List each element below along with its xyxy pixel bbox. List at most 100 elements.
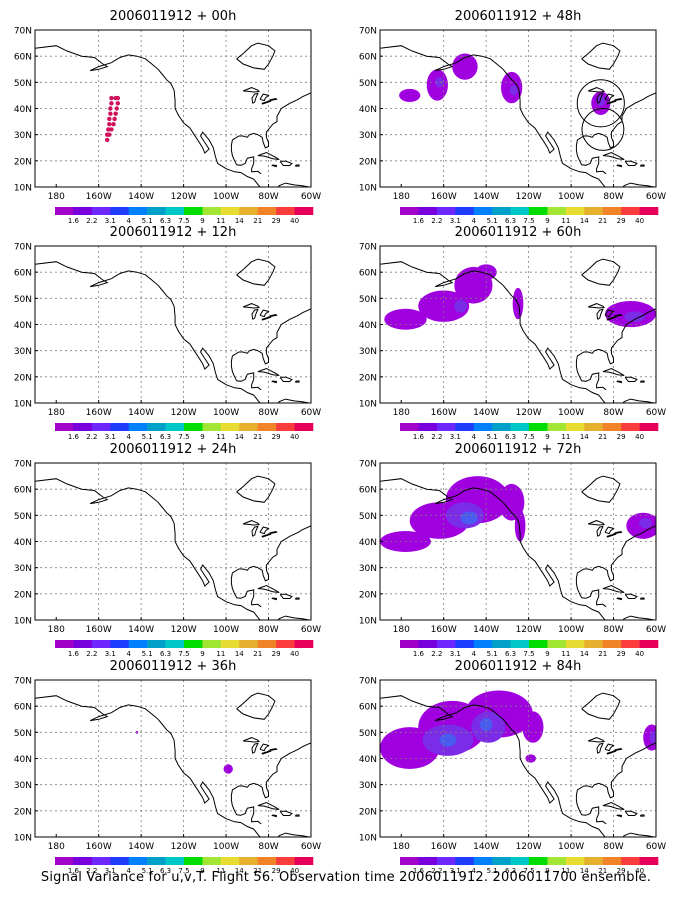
colorbar-swatch (239, 857, 259, 865)
colorbar-label: 11 (561, 867, 570, 875)
y-tick-label: 40N (14, 538, 32, 548)
panel-title: 2006011912 + 72h (455, 442, 582, 457)
colorbar-swatch (91, 857, 111, 865)
island-outline (271, 597, 277, 601)
colorbar-label: 9 (545, 650, 549, 658)
y-tick-label: 50N (14, 295, 32, 305)
colorbar-label: 4 (471, 650, 476, 658)
y-tick-label: 10N (359, 184, 377, 194)
x-tick-label: 60W (301, 625, 321, 635)
colorbar-swatch (436, 640, 456, 648)
colorbar-label: 40 (290, 433, 299, 441)
colorbar: 1.6 2.2 3.1 4 5.1 6.3 7.5 9 11 14 21 29 40 (400, 640, 659, 658)
colorbar-label: 2.2 (86, 433, 97, 441)
colorbar-label: 29 (272, 217, 281, 225)
lake-outline (261, 100, 272, 105)
colorbar-swatch (128, 423, 148, 431)
x-tick-label: 100W (558, 625, 584, 635)
y-tick-label: 50N (14, 79, 32, 89)
island-outline (624, 593, 638, 599)
x-tick-label: 60W (301, 842, 321, 852)
signal-variance-region (649, 731, 656, 745)
colorbar-label: 9 (545, 217, 549, 225)
colorbar-label: 7.5 (178, 867, 189, 875)
forecast-panel: 2006011912 + 00h 10N 20N 30N 40N 50N 60N 70N 180… (14, 9, 321, 225)
coastline (35, 478, 309, 620)
colorbar-label: 21 (598, 867, 607, 875)
colorbar-label: 9 (200, 867, 204, 875)
colorbar-swatch (55, 857, 74, 865)
island-outline (257, 584, 280, 593)
colorbar-swatch (455, 857, 475, 865)
x-tick-label: 100W (213, 408, 239, 418)
x-tick-label: 100W (213, 842, 239, 852)
island-outline (640, 380, 645, 383)
lake-outline (259, 93, 270, 102)
panel-title: 2006011912 + 84h (455, 659, 582, 674)
colorbar-label: 1.6 (413, 867, 425, 875)
colorbar-label: 6.3 (505, 433, 516, 441)
signal-variance-region (399, 88, 421, 102)
colorbar-swatch (547, 423, 567, 431)
colorbar-label: 40 (290, 217, 299, 225)
colorbar-label: 14 (235, 217, 244, 225)
y-tick-label: 40N (359, 755, 377, 765)
colorbar-label: 40 (290, 867, 299, 875)
y-tick-label: 10N (14, 184, 32, 194)
observation-point (108, 111, 113, 116)
colorbar-swatch (621, 857, 640, 865)
x-tick-label: 60W (646, 192, 666, 202)
colorbar-label: 6.3 (160, 217, 171, 225)
lake-outline (614, 98, 623, 101)
colorbar-swatch (294, 857, 314, 865)
y-tick-label: 10N (14, 617, 32, 627)
y-tick-label: 10N (359, 400, 377, 410)
island-outline (602, 367, 625, 376)
lake-outline (614, 531, 623, 534)
colorbar-swatch (602, 857, 622, 865)
coastline (230, 308, 311, 391)
island-outline (279, 810, 293, 816)
colorbar-label: 6.3 (160, 867, 171, 875)
colorbar-label: 6.3 (160, 650, 171, 658)
colorbar-swatch (276, 207, 295, 215)
x-tick-label: 120W (171, 192, 197, 202)
colorbar-label: 11 (561, 433, 570, 441)
x-tick-label: 60W (301, 192, 321, 202)
colorbar-swatch (547, 857, 567, 865)
island-outline (602, 584, 625, 593)
island-outline (295, 814, 300, 817)
colorbar-swatch (473, 207, 493, 215)
colorbar-label: 29 (617, 217, 626, 225)
target-circle (581, 108, 625, 151)
island-outline (624, 376, 638, 382)
colorbar-swatch (473, 640, 493, 648)
colorbar-label: 5.1 (142, 217, 153, 225)
colorbar-swatch (294, 640, 314, 648)
x-tick-label: 160W (431, 192, 457, 202)
colorbar-label: 9 (200, 433, 204, 441)
y-tick-label: 60N (14, 703, 32, 713)
colorbar-swatch (257, 423, 277, 431)
coastline (236, 692, 276, 720)
colorbar-label: 9 (200, 217, 204, 225)
colorbar-swatch (294, 423, 314, 431)
colorbar-swatch (492, 640, 511, 648)
y-tick-label: 30N (14, 131, 32, 141)
colorbar-label: 2.2 (86, 867, 97, 875)
colorbar-label: 11 (216, 867, 225, 875)
coastline (236, 475, 276, 503)
colorbar-label: 2.2 (431, 433, 442, 441)
colorbar-swatch (91, 423, 111, 431)
colorbar-label: 29 (272, 867, 281, 875)
island-outline (279, 376, 293, 382)
x-tick-label: 160W (86, 625, 112, 635)
island-outline (271, 380, 277, 384)
colorbar-label: 4 (471, 217, 476, 225)
colorbar-swatch (400, 207, 419, 215)
colorbar-label: 21 (253, 433, 262, 441)
y-tick-label: 50N (359, 295, 377, 305)
colorbar-label: 3.1 (105, 867, 116, 875)
colorbar-label: 1.6 (68, 217, 80, 225)
